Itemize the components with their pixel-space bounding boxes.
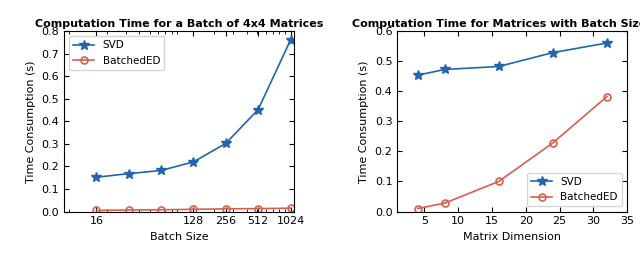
SVD bbox=[157, 169, 165, 172]
BatchedED bbox=[222, 207, 230, 211]
BatchedED bbox=[603, 95, 611, 98]
SVD bbox=[189, 160, 197, 164]
SVD bbox=[93, 176, 100, 179]
BatchedED bbox=[287, 207, 294, 210]
SVD bbox=[414, 74, 422, 77]
SVD bbox=[441, 68, 449, 71]
BatchedED bbox=[549, 141, 557, 144]
BatchedED bbox=[254, 207, 262, 210]
Title: Computation Time for a Batch of 4x4 Matrices: Computation Time for a Batch of 4x4 Matr… bbox=[35, 19, 323, 29]
SVD bbox=[495, 65, 502, 68]
Line: SVD: SVD bbox=[92, 35, 296, 182]
Legend: SVD, BatchedED: SVD, BatchedED bbox=[69, 36, 164, 70]
SVD bbox=[287, 38, 294, 42]
SVD bbox=[125, 172, 132, 175]
Legend: SVD, BatchedED: SVD, BatchedED bbox=[527, 173, 622, 206]
Title: Computation Time for Matrices with Batch Size 512: Computation Time for Matrices with Batch… bbox=[351, 19, 640, 29]
BatchedED bbox=[441, 201, 449, 205]
Y-axis label: Time Consumption (s): Time Consumption (s) bbox=[359, 60, 369, 182]
BatchedED bbox=[125, 208, 132, 212]
BatchedED bbox=[189, 208, 197, 211]
SVD bbox=[549, 51, 557, 54]
Y-axis label: Time Consumption (s): Time Consumption (s) bbox=[26, 60, 36, 182]
BatchedED bbox=[93, 209, 100, 212]
X-axis label: Batch Size: Batch Size bbox=[150, 232, 208, 242]
BatchedED bbox=[414, 207, 422, 210]
Line: BatchedED: BatchedED bbox=[414, 93, 611, 212]
Line: SVD: SVD bbox=[413, 38, 612, 80]
X-axis label: Matrix Dimension: Matrix Dimension bbox=[463, 232, 561, 242]
BatchedED bbox=[495, 180, 502, 183]
SVD bbox=[603, 42, 611, 45]
BatchedED bbox=[157, 208, 165, 211]
SVD bbox=[222, 142, 230, 145]
Line: BatchedED: BatchedED bbox=[93, 205, 294, 214]
SVD bbox=[254, 108, 262, 111]
